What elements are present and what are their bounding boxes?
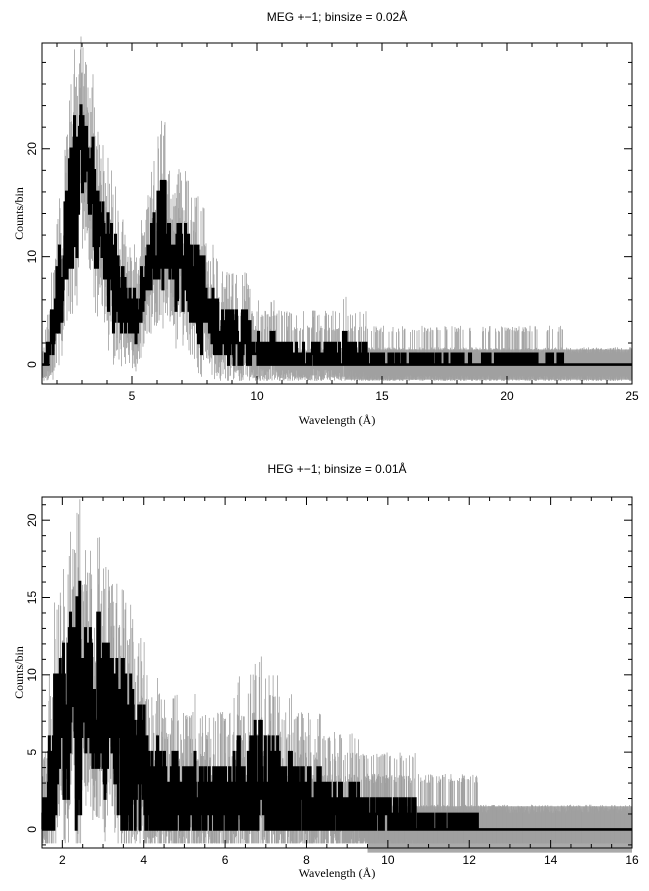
y-axis-label: Counts/bin (12, 187, 26, 240)
x-tick-label: 8 (303, 853, 310, 867)
x-tick-label: 12 (463, 853, 477, 867)
y-tick-label: 5 (25, 748, 39, 755)
chart-title: MEG +−1; binsize = 0.02Å (267, 9, 407, 24)
x-tick-label: 5 (129, 389, 136, 403)
x-tick-label: 15 (375, 389, 389, 403)
counts-histogram (42, 104, 632, 366)
y-tick-label: 15 (25, 591, 39, 605)
counts-histogram (41, 580, 632, 831)
x-tick-label: 16 (625, 853, 639, 867)
y-tick-label: 10 (25, 250, 39, 264)
y-tick-label: 20 (25, 142, 39, 156)
x-tick-label: 6 (222, 853, 229, 867)
y-tick-label: 0 (25, 361, 39, 368)
y-tick-label: 10 (25, 668, 39, 682)
y-tick-label: 0 (25, 826, 39, 833)
x-tick-label: 20 (500, 389, 514, 403)
x-tick-label: 25 (625, 389, 639, 403)
y-tick-label: 20 (25, 513, 39, 527)
chart-panel-1: MEG +−1; binsize = 0.02Å 5 10 15 20 25 0 10 20 Wa… (12, 9, 639, 427)
y-axis-label: Counts/bin (12, 646, 26, 699)
x-tick-label: 2 (59, 853, 66, 867)
x-tick-label: 10 (250, 389, 264, 403)
chart-title: HEG +−1; binsize = 0.01Å (267, 461, 406, 476)
x-axis-label: Wavelength (Å) (299, 413, 376, 427)
plot-frame (41, 496, 633, 849)
ticks (42, 43, 633, 384)
chart-panel-2: HEG +−1; binsize = 0.01Å 2 4 6 8 10 12 14 16 0 5 10… (12, 461, 639, 880)
x-tick-label: 10 (381, 853, 395, 867)
ticks (41, 497, 633, 848)
x-tick-label: 14 (544, 853, 558, 867)
x-axis-label: Wavelength (Å) (299, 866, 376, 880)
x-tick-label: 4 (140, 853, 147, 867)
